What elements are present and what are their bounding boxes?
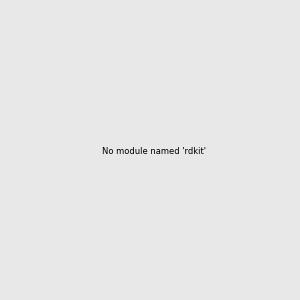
Text: No module named 'rdkit': No module named 'rdkit' <box>102 147 206 156</box>
